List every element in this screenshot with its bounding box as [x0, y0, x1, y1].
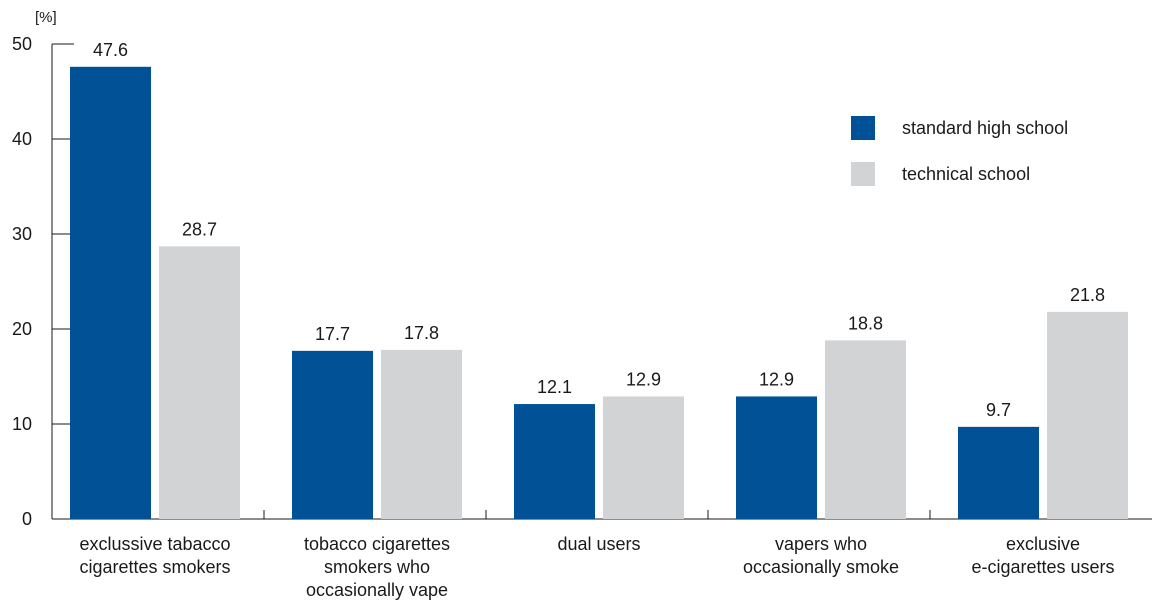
legend-label: standard high school: [902, 118, 1068, 138]
data-label: 12.9: [626, 369, 661, 389]
y-axis-unit-label: [%]: [35, 9, 57, 26]
x-tick-label: dual users: [557, 534, 640, 554]
x-tick-label: exclusive e-cigarettes users: [971, 534, 1114, 577]
bar: [70, 66, 151, 520]
bar: [736, 396, 817, 519]
data-label: 9.7: [986, 400, 1011, 420]
bar: [381, 349, 462, 519]
value-labels: 47.6 28.7 17.7 17.8 12.1 12.9 12.9 18.8 9.7 21.8: [93, 40, 1105, 420]
bar: [159, 246, 240, 519]
y-tick-label: 10: [12, 414, 32, 434]
data-label: 18.8: [848, 313, 883, 333]
y-tick-label: 0: [22, 509, 32, 529]
data-label: 21.8: [1070, 285, 1105, 305]
y-tick-label: 50: [12, 34, 32, 54]
data-label: 12.9: [759, 369, 794, 389]
bar: [958, 426, 1039, 519]
legend-label: technical school: [902, 164, 1030, 184]
category-labels: exclussive tabacco cigarettes smokers toba…: [79, 534, 1114, 600]
bar: [514, 404, 595, 519]
y-tick-label: 40: [12, 129, 32, 149]
data-label: 17.7: [315, 324, 350, 344]
legend-swatch: [851, 162, 875, 186]
data-label: 17.8: [404, 323, 439, 343]
x-tick-label: exclussive tabacco cigarettes smokers: [79, 534, 230, 577]
y-tick-label: 20: [12, 319, 32, 339]
data-label: 12.1: [537, 377, 572, 397]
bar: [1047, 311, 1128, 519]
bar: [825, 340, 906, 519]
legend-swatch: [851, 116, 875, 140]
bars: [70, 66, 1128, 520]
legend: standard high school technical school: [851, 116, 1068, 186]
bar: [292, 350, 373, 519]
data-label: 47.6: [93, 40, 128, 60]
x-tick-label: tobacco cigarettes smokers who occasionall…: [304, 534, 450, 600]
bar: [603, 396, 684, 519]
x-tick-label: vapers who occasionally smoke: [743, 534, 899, 577]
y-tick-label: 30: [12, 224, 32, 244]
data-label: 28.7: [182, 219, 217, 239]
